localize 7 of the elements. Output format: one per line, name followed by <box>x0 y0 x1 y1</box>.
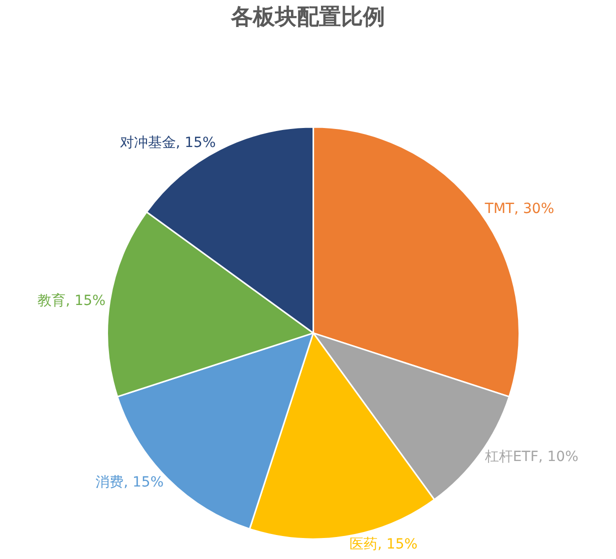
slice-label: 教育, 15% <box>38 292 106 310</box>
slice-label: TMT, 30% <box>484 201 554 218</box>
slice-label: 对冲基金, 15% <box>120 135 216 152</box>
slice-label: 消费, 15% <box>96 474 164 491</box>
chart-title: 各板块配置比例 <box>230 4 385 30</box>
slice-label: 杠杆ETF, 10% <box>484 448 578 465</box>
slice-label: 医药, 15% <box>350 536 418 552</box>
